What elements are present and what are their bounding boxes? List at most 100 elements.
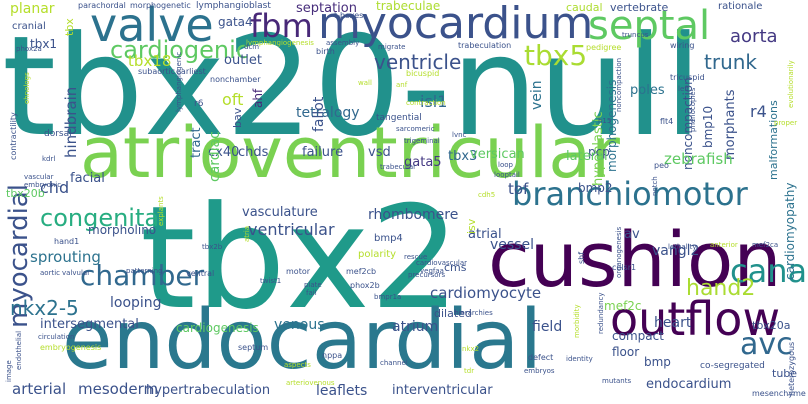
word: trabeculae: [376, 0, 441, 13]
word: atrial: [468, 227, 502, 242]
word: cushion: [488, 215, 782, 304]
word: lymphangiogenesis: [246, 39, 314, 47]
word: tbx20b: [6, 187, 45, 200]
word: septum: [238, 343, 269, 352]
word: pcp: [588, 145, 610, 159]
word: mutants: [602, 377, 632, 385]
word: tdr: [464, 367, 475, 375]
word: ahf: [251, 88, 265, 108]
word: cardiomyopathy: [783, 182, 797, 280]
word: chd: [40, 178, 70, 197]
word: morphogenetic: [130, 1, 191, 10]
word: vertebrate: [610, 1, 669, 14]
word: field: [532, 319, 563, 335]
word: nkx2: [462, 345, 480, 353]
word: polarity: [358, 249, 397, 260]
word: h15: [598, 117, 612, 125]
word: poles: [630, 83, 665, 98]
word: malformations: [767, 100, 780, 180]
word: gata4: [218, 15, 253, 29]
word: mesoderm: [78, 380, 159, 398]
word: tube: [772, 367, 798, 380]
word: arteriovenous: [286, 379, 335, 387]
word: cardiogenesis: [176, 321, 259, 335]
word: r4: [750, 102, 767, 121]
word: canal: [730, 252, 808, 290]
word: earliest: [176, 67, 206, 76]
word: bmp4: [374, 233, 403, 244]
word: looping: [110, 295, 162, 311]
word: mef2ca: [752, 241, 779, 249]
word: embryonic: [24, 181, 62, 189]
word: tbx: [63, 18, 76, 36]
word: lateral: [566, 149, 608, 164]
word: tbx20a: [752, 319, 791, 332]
word: vsd: [368, 145, 391, 160]
word: heart: [654, 315, 692, 331]
word: tbx2b: [202, 243, 223, 251]
word: cranial: [12, 21, 46, 32]
word: interventricular: [392, 383, 493, 398]
word: tbx5: [524, 39, 588, 72]
word: cardiomyocyte: [430, 284, 542, 302]
word: hand2: [686, 276, 756, 301]
word: rhombomere: [368, 207, 459, 223]
word: noncompaction: [615, 57, 623, 112]
word: precursors: [408, 271, 446, 279]
word: tof: [508, 180, 529, 198]
word: motor: [286, 267, 311, 276]
word: defect: [528, 353, 554, 362]
word: tract: [189, 127, 204, 158]
word: identity: [566, 355, 593, 363]
word: sarcomeric: [396, 125, 435, 133]
word: atria: [243, 225, 251, 242]
word: trunk: [704, 50, 757, 74]
word: vascular: [24, 173, 54, 181]
word: morpholino: [88, 223, 157, 237]
word: circulation: [38, 333, 75, 341]
word: septal: [588, 3, 711, 49]
word: flt4: [660, 117, 674, 126]
word: bicuspid: [406, 69, 440, 78]
word: dorsal: [44, 129, 72, 139]
word: isl1: [420, 92, 448, 111]
word: compact: [612, 329, 664, 343]
word: wiring: [670, 41, 695, 50]
word: morbidity: [573, 304, 581, 338]
word: phenocopies: [689, 87, 697, 132]
word: tbx1: [30, 37, 58, 51]
word: oft: [222, 90, 244, 109]
word: fbm: [250, 7, 313, 45]
word: explants: [157, 196, 165, 226]
word: hindbrain: [62, 86, 80, 158]
word: tbx18: [128, 52, 172, 70]
word: hypertrabeculation: [146, 383, 271, 398]
word: hierarchies: [454, 309, 493, 317]
word: isv: [465, 218, 478, 234]
word: trabecular: [380, 163, 417, 171]
word: anf: [396, 81, 408, 89]
word: zebrafish: [664, 150, 733, 168]
word: septation: [296, 1, 357, 16]
word: dilated: [434, 307, 472, 320]
word: nonchamber: [210, 75, 261, 84]
word: proper: [774, 119, 798, 127]
word: bmp2: [578, 181, 613, 195]
word: contractility: [9, 112, 18, 160]
word: bmp10: [701, 105, 715, 148]
word: nkx2-5: [10, 296, 79, 320]
word: kdrl: [42, 155, 56, 163]
word: nppa: [322, 351, 343, 360]
word: intersegmental: [40, 317, 139, 332]
word: cardiovascular: [416, 259, 468, 267]
word: tbx3: [448, 149, 478, 164]
word: tbx20-null: [2, 6, 703, 167]
word: cdh5: [478, 191, 496, 199]
word: rescue: [404, 253, 428, 261]
word: loop: [498, 161, 513, 169]
word: embryos: [524, 367, 555, 375]
word: venous: [274, 317, 325, 333]
word: notch: [651, 176, 659, 196]
word: dcm: [244, 43, 260, 51]
word: r6: [194, 99, 204, 109]
